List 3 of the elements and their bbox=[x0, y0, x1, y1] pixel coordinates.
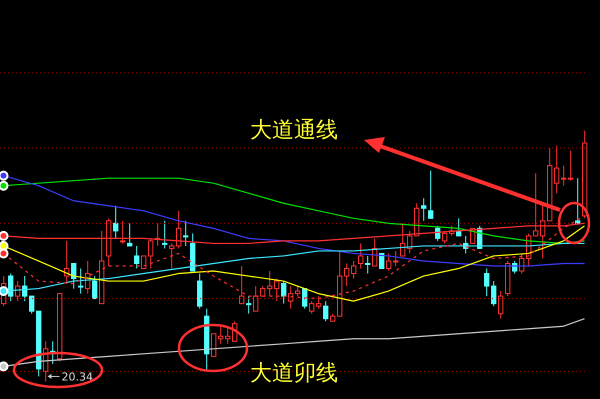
annotation: 大道卯线 bbox=[250, 361, 338, 386]
annotation: 20.34 bbox=[62, 370, 93, 384]
annotation: 大道通线 bbox=[250, 118, 338, 143]
